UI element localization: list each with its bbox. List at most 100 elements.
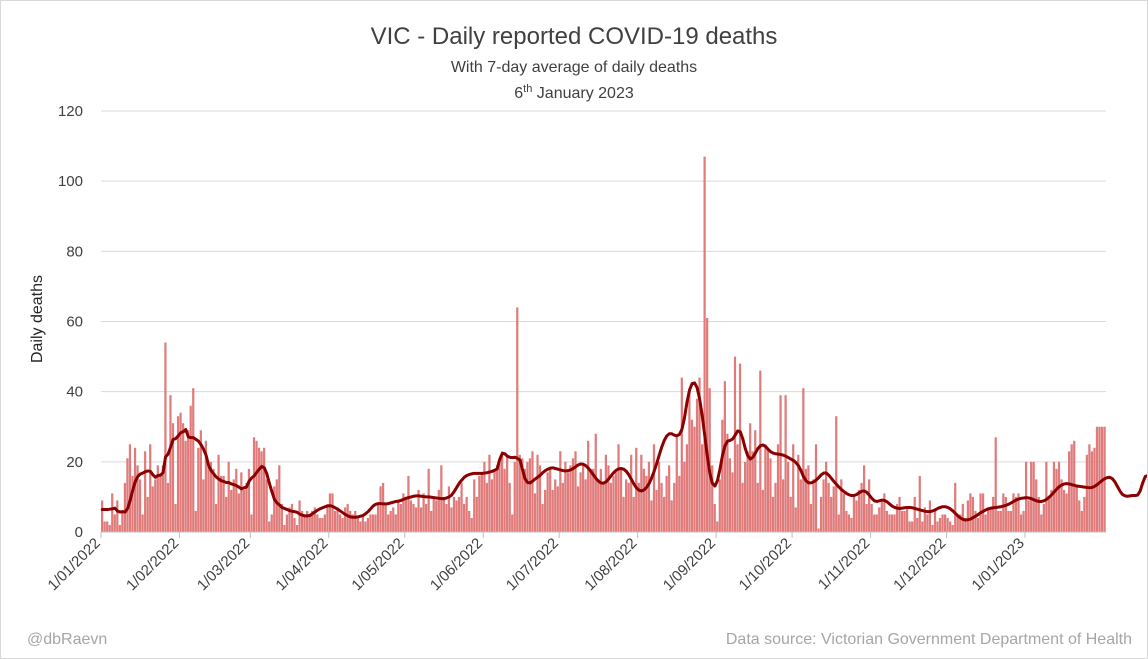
bar (171, 423, 175, 532)
bar (1050, 489, 1053, 532)
bar (576, 486, 580, 532)
bar (827, 482, 830, 532)
bar (776, 444, 780, 532)
bar (214, 503, 218, 532)
bar (199, 430, 202, 532)
bar (450, 507, 453, 532)
bar (541, 503, 544, 532)
bar (194, 510, 197, 532)
bar (959, 514, 962, 532)
seven-day-average-line (100, 381, 1147, 522)
bar (969, 493, 972, 532)
bar (845, 510, 848, 532)
bar (131, 475, 134, 532)
bar (247, 468, 251, 532)
bar (751, 451, 754, 532)
bar (376, 503, 380, 532)
bar (1068, 451, 1071, 532)
bar (943, 514, 947, 532)
bar (217, 454, 220, 532)
bar (136, 465, 139, 532)
bar (625, 479, 628, 533)
bar (526, 461, 529, 532)
bar (997, 510, 1000, 532)
bar (852, 496, 856, 532)
bar (812, 479, 815, 533)
bar (116, 500, 119, 532)
bar (257, 447, 261, 532)
bar (700, 444, 704, 532)
bar (799, 479, 802, 533)
bar (733, 356, 737, 532)
x-tick-label: 1/11/2022 (815, 535, 873, 593)
bar (804, 468, 807, 532)
bar (346, 503, 349, 532)
bar (822, 479, 825, 533)
bar (741, 482, 744, 532)
bar (108, 524, 111, 532)
bar (794, 507, 797, 532)
bar (407, 475, 410, 532)
bar (227, 461, 230, 532)
y-tick-label: 100 (58, 173, 83, 190)
bar (230, 489, 233, 532)
bar (561, 482, 564, 532)
bar (197, 447, 200, 532)
bar (736, 444, 739, 532)
bar (508, 482, 511, 532)
bar (182, 423, 185, 532)
bar (956, 514, 959, 532)
bar (331, 493, 334, 532)
bar (121, 510, 124, 532)
bar (718, 479, 721, 533)
bar (668, 465, 671, 532)
bar (756, 482, 759, 532)
bar (731, 472, 734, 532)
bar (954, 482, 957, 532)
bar (103, 521, 106, 532)
bar (1007, 510, 1010, 532)
daily-deaths-bars (101, 156, 1106, 533)
bar (336, 507, 339, 532)
bar (1080, 510, 1083, 532)
bar (645, 475, 648, 532)
bar (146, 496, 149, 532)
bar (1052, 461, 1056, 532)
bar (819, 496, 823, 532)
bar (584, 479, 587, 533)
bar (397, 500, 400, 532)
bar (807, 465, 810, 532)
bar (708, 388, 711, 532)
bar (141, 514, 144, 532)
bar (764, 444, 767, 532)
x-tick-label: 1/02/2022 (123, 535, 182, 594)
bar (354, 510, 357, 532)
bar (1042, 503, 1045, 532)
bar (452, 496, 456, 532)
bar (840, 479, 843, 533)
bar (366, 517, 370, 532)
footer-source: Data source: Victorian Government Depart… (726, 631, 1132, 648)
bar (903, 510, 906, 532)
bar (285, 514, 289, 532)
bar (830, 496, 833, 532)
x-tick-label: 1/10/2022 (736, 535, 795, 594)
bar (607, 465, 610, 532)
y-tick-labels: 0 20 40 60 80 100 120 (58, 103, 83, 541)
bar (192, 388, 195, 532)
bar (630, 454, 633, 532)
y-tick-label: 40 (66, 384, 83, 401)
bar (855, 500, 858, 532)
bar (528, 458, 532, 532)
bar (245, 482, 248, 532)
bar (554, 479, 557, 533)
bar (976, 517, 980, 532)
bar (164, 342, 167, 532)
bar (478, 475, 481, 532)
bar (1030, 461, 1033, 532)
bar (341, 517, 344, 532)
bar (457, 496, 461, 532)
bar (538, 465, 542, 532)
bar (409, 500, 413, 532)
